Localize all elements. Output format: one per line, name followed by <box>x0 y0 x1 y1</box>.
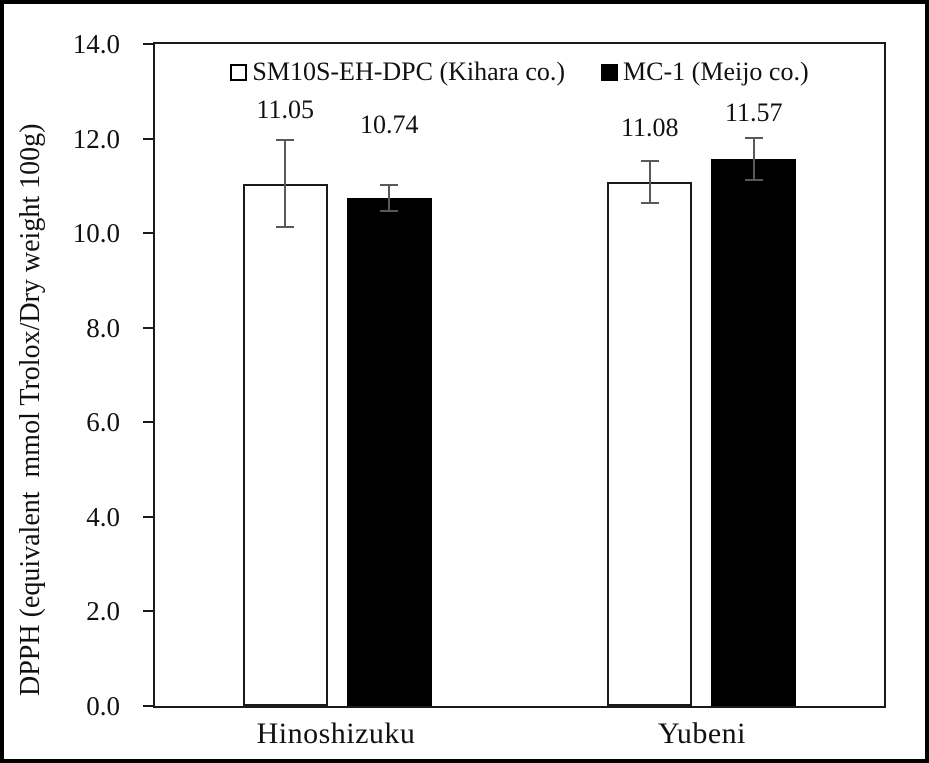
error-bar-cap <box>380 209 399 212</box>
y-tick-label: 8.0 <box>86 312 120 343</box>
data-label: 11.08 <box>620 113 679 143</box>
legend-item-sm10s: SM10S-EH-DPC (Kihara co.) <box>230 57 565 87</box>
error-bar <box>648 160 651 204</box>
error-bar-cap <box>276 226 295 229</box>
y-tick-mark <box>143 705 153 707</box>
error-bar-cap <box>276 138 295 141</box>
legend-label: MC-1 (Meijo co.) <box>623 57 809 86</box>
legend-filled-square-icon <box>601 63 619 81</box>
error-bar <box>752 137 755 181</box>
x-category-label: Yubeni <box>658 717 746 750</box>
y-tick-label: 12.0 <box>72 123 120 154</box>
legend-label: SM10S-EH-DPC (Kihara co.) <box>252 57 566 86</box>
y-tick-label: 4.0 <box>86 501 120 532</box>
y-tick-label: 2.0 <box>86 596 120 627</box>
y-tick-label: 10.0 <box>72 218 120 249</box>
bars-layer: 11.05 10.74 11.08 11.57 <box>155 44 884 706</box>
plot-area: SM10S-EH-DPC (Kihara co.) MC-1 (Meijo co… <box>153 42 886 708</box>
bar <box>346 198 432 706</box>
y-tick-mark <box>143 43 153 45</box>
legend-item-mc1: MC-1 (Meijo co.) <box>601 57 809 87</box>
data-label: 11.57 <box>724 97 783 127</box>
y-tick-mark <box>143 137 153 140</box>
legend: SM10S-EH-DPC (Kihara co.) MC-1 (Meijo co… <box>155 57 884 87</box>
data-label: 11.05 <box>256 95 315 125</box>
error-bar <box>388 185 391 211</box>
y-tick-label: 6.0 <box>86 407 120 438</box>
error-bar-cap <box>744 136 763 139</box>
error-bar-cap <box>640 159 659 162</box>
y-tick-mark <box>143 232 153 235</box>
bar <box>607 182 693 706</box>
legend-open-square-icon <box>230 63 248 81</box>
error-bar-cap <box>744 179 763 182</box>
error-bar-cap <box>380 184 399 187</box>
x-category-label: Hinoshizuku <box>256 717 416 750</box>
bar <box>711 158 797 706</box>
bar <box>242 183 328 706</box>
y-tick-mark <box>143 515 153 518</box>
data-label: 10.74 <box>360 109 419 139</box>
y-tick-mark <box>143 326 153 329</box>
error-bar <box>284 139 287 228</box>
y-tick-mark <box>143 610 153 613</box>
y-tick-label: 0.0 <box>86 691 120 721</box>
y-tick-label: 14.0 <box>72 29 120 59</box>
y-tick-mark <box>143 421 153 424</box>
error-bar-cap <box>640 202 659 205</box>
